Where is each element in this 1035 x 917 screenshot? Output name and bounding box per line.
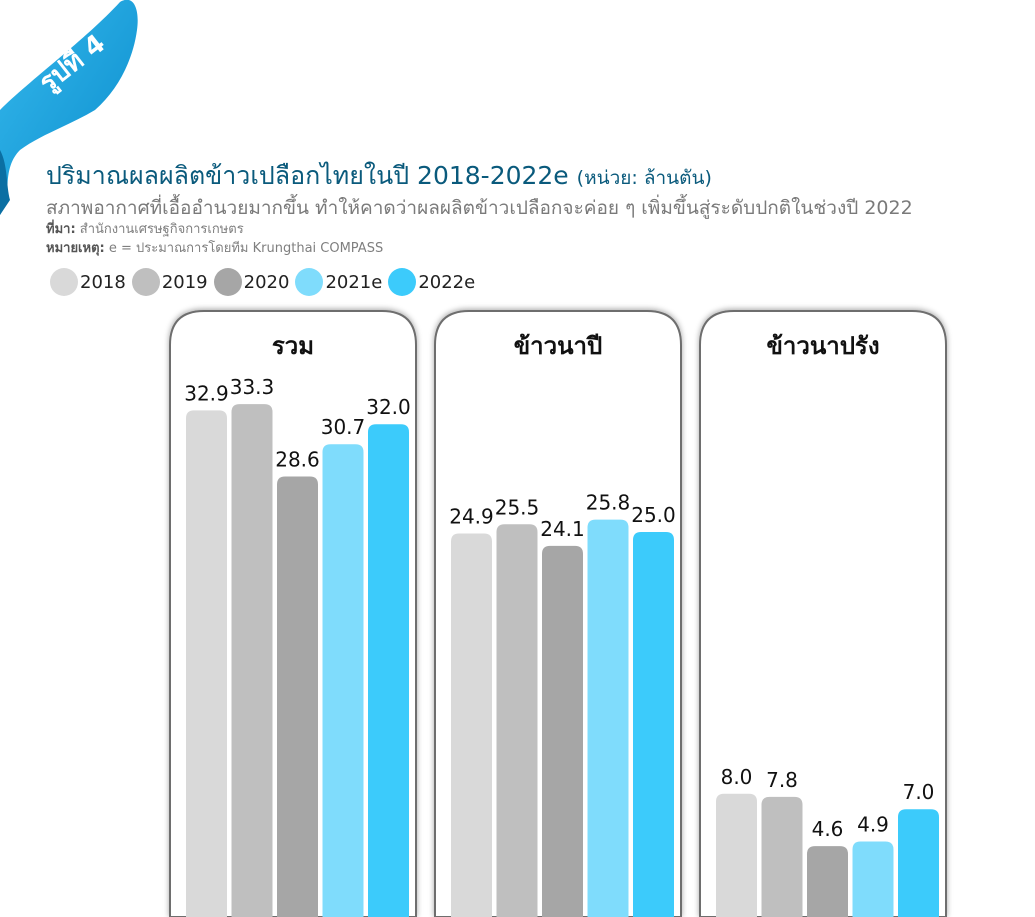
bar bbox=[852, 841, 894, 917]
source-label: ที่มา: bbox=[46, 222, 76, 237]
data-label: 30.7 bbox=[321, 415, 366, 439]
legend-swatch bbox=[213, 268, 242, 296]
data-label: 25.0 bbox=[631, 503, 676, 527]
bar bbox=[496, 524, 538, 917]
legend-item: 2021e bbox=[295, 268, 384, 296]
legend-swatch bbox=[131, 268, 160, 296]
chart-title-row: ปริมาณผลผลิตข้าวเปลือกไทยในปี 2018-2022e… bbox=[46, 160, 1015, 194]
bar bbox=[542, 545, 583, 917]
bar bbox=[761, 796, 803, 917]
chart-title: ปริมาณผลผลิตข้าวเปลือกไทยในปี 2018-2022e bbox=[46, 161, 569, 190]
note-text: e = ประมาณการโดยทีม Krungthai COMPASS bbox=[108, 241, 384, 256]
bar bbox=[587, 519, 629, 917]
figure-ribbon bbox=[0, 0, 138, 215]
data-label: 28.6 bbox=[275, 448, 320, 472]
source-text: สำนักงานเศรษฐกิจการเกษตร bbox=[79, 222, 244, 237]
data-label: 24.1 bbox=[540, 517, 585, 541]
legend-item: 2019 bbox=[131, 268, 210, 296]
data-label: 8.0 bbox=[721, 765, 753, 789]
data-label: 25.5 bbox=[495, 495, 540, 519]
data-label: 24.9 bbox=[449, 505, 494, 529]
chart-subtitle: สภาพอากาศที่เอื้ออำนวยมากขึ้น ทำให้คาดว่… bbox=[46, 197, 913, 219]
bar bbox=[277, 476, 318, 917]
panel-frame bbox=[699, 310, 947, 917]
note-line: หมายเหตุ: e = ประมาณการโดยทีม Krungthai … bbox=[46, 239, 1015, 258]
bar bbox=[231, 404, 273, 917]
data-label: 32.9 bbox=[184, 381, 229, 405]
legend-label: 2022e bbox=[418, 271, 476, 293]
data-label: 25.8 bbox=[586, 491, 631, 515]
legend: 2018 2019 2020 2021e 2022e bbox=[50, 268, 481, 296]
bar bbox=[633, 532, 674, 917]
chart-header: ปริมาณผลผลิตข้าวเปลือกไทยในปี 2018-2022e… bbox=[46, 160, 1015, 258]
legend-label: 2018 bbox=[80, 271, 126, 293]
bar bbox=[898, 809, 939, 917]
bar bbox=[322, 444, 364, 917]
chart-unit: (หน่วย: ล้านตัน) bbox=[576, 167, 712, 189]
legend-swatch bbox=[388, 268, 417, 296]
bar bbox=[716, 793, 757, 917]
category-label: ข้าวนาปรัง bbox=[766, 332, 879, 360]
legend-label: 2019 bbox=[161, 271, 208, 293]
legend-label: 2021e bbox=[325, 271, 383, 293]
data-label: 7.0 bbox=[903, 780, 935, 804]
data-label: 32.0 bbox=[366, 395, 411, 419]
bar bbox=[451, 533, 492, 917]
legend-swatch bbox=[295, 268, 324, 296]
legend-label: 2020 bbox=[243, 271, 290, 293]
legend-item: 2020 bbox=[213, 268, 292, 296]
bar bbox=[807, 846, 848, 917]
data-label: 7.8 bbox=[766, 768, 798, 792]
data-label: 4.9 bbox=[857, 813, 889, 837]
legend-item: 2022e bbox=[388, 268, 477, 296]
data-label: 33.3 bbox=[230, 375, 275, 399]
bar bbox=[186, 410, 227, 917]
category-label: ข้าวนาปี bbox=[514, 332, 602, 360]
category-label: รวม bbox=[272, 332, 314, 360]
legend-item: 2018 bbox=[50, 268, 128, 296]
legend-swatch bbox=[50, 268, 78, 296]
note-label: หมายเหตุ: bbox=[46, 241, 105, 256]
source-line: ที่มา: สำนักงานเศรษฐกิจการเกษตร bbox=[46, 220, 1015, 239]
data-label: 4.6 bbox=[812, 817, 844, 841]
bar bbox=[368, 424, 409, 917]
